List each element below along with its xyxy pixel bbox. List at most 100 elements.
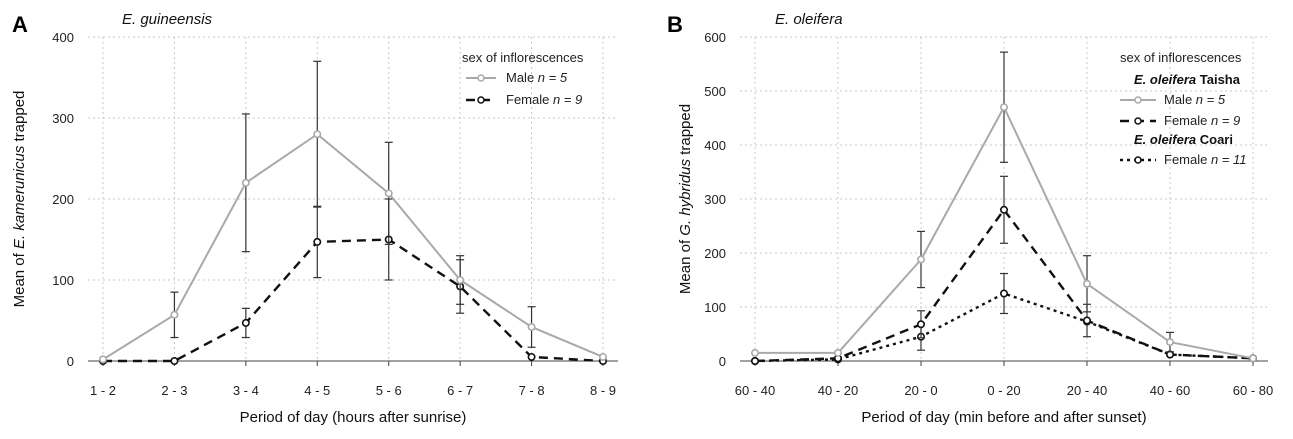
legend-entry-label: Female xyxy=(1164,152,1211,167)
legend-title: sex of inflorescences xyxy=(1120,50,1242,65)
panel-letter: B xyxy=(667,12,683,37)
x-tick-label: 40 - 20 xyxy=(818,383,858,398)
legend-swatch-marker xyxy=(477,74,485,82)
y-axis-title-species: E. kamerunicus xyxy=(11,145,28,249)
data-point xyxy=(999,205,1008,214)
data-point xyxy=(1166,338,1175,347)
legend-entry-n: n = 9 xyxy=(553,92,582,107)
x-tick-label: 8 - 9 xyxy=(590,383,616,398)
series-line xyxy=(102,132,604,361)
legend-entry-label: Male xyxy=(1164,92,1196,107)
x-tick-label: 40 - 60 xyxy=(1150,383,1190,398)
series-male xyxy=(750,51,1258,363)
chart-panel-A: 0 100 200 300 400 1 - 2 2 - 3 3 - 4 4 - 5 5 - 6 6 … xyxy=(11,11,618,426)
data-point xyxy=(241,318,250,327)
data-point xyxy=(527,352,536,361)
y-axis-title: Mean of E. kamerunicus trapped xyxy=(11,91,28,308)
y-tick-label: 100 xyxy=(704,300,726,315)
data-point xyxy=(598,352,607,361)
data-point xyxy=(313,130,322,139)
chart-title: E. guineensis xyxy=(122,11,213,28)
data-point xyxy=(456,275,465,284)
data-point xyxy=(833,348,842,357)
legend-entry: Female n = 11 xyxy=(1164,152,1247,167)
legend-group-species: E. oleifera xyxy=(1134,72,1196,87)
legend-title: sex of inflorescences xyxy=(462,50,584,65)
y-axis-title-suffix: trapped xyxy=(11,91,28,146)
legend-entry-n: n = 5 xyxy=(538,70,568,85)
y-tick-label: 300 xyxy=(52,111,74,126)
y-tick-label: 200 xyxy=(704,246,726,261)
legend-swatch-marker xyxy=(1134,117,1142,125)
legend-entry-label: Female xyxy=(1164,113,1211,128)
data-point xyxy=(750,348,759,357)
series-male xyxy=(99,60,607,364)
y-tick-label: 600 xyxy=(704,30,726,45)
legend-entry: Male n = 5 xyxy=(1164,92,1226,107)
x-tick-label: 60 - 80 xyxy=(1233,383,1273,398)
x-tick-label: 0 - 20 xyxy=(987,383,1020,398)
y-tick-label: 500 xyxy=(704,84,726,99)
legend-entry-n: n = 9 xyxy=(1211,113,1240,128)
data-point xyxy=(170,356,179,365)
panel-letter: A xyxy=(12,12,28,37)
y-axis-title: Mean of G. hybridus trapped xyxy=(677,104,694,294)
y-tick-label: 400 xyxy=(704,138,726,153)
y-axis-title-prefix: Mean of xyxy=(11,249,28,307)
data-point xyxy=(241,178,250,187)
y-tick-label: 300 xyxy=(704,192,726,207)
data-point xyxy=(750,356,759,365)
x-tick-label: 7 - 8 xyxy=(519,383,545,398)
x-tick-label: 4 - 5 xyxy=(304,383,330,398)
legend-entry: Female n = 9 xyxy=(1164,113,1240,128)
data-point xyxy=(916,320,925,329)
legend-entry-n: n = 5 xyxy=(1196,92,1226,107)
x-tick-label: 20 - 40 xyxy=(1067,383,1107,398)
y-tick-label: 100 xyxy=(52,273,74,288)
data-point xyxy=(1083,279,1092,288)
data-point xyxy=(999,103,1008,112)
x-axis-title: Period of day (hours after sunrise) xyxy=(240,409,467,426)
data-point xyxy=(99,355,108,364)
data-point xyxy=(916,255,925,264)
legend-entry-label: Male xyxy=(506,70,538,85)
series-female xyxy=(750,175,1258,365)
legend-swatch-marker xyxy=(1134,156,1142,164)
data-point xyxy=(1083,316,1092,325)
x-tick-label: 5 - 6 xyxy=(376,383,402,398)
legend-group-label: E. oleifera Coari xyxy=(1134,132,1233,147)
data-point xyxy=(313,237,322,246)
y-tick-label: 0 xyxy=(67,354,74,369)
chart-panel-B: 0 100 200 300 400 500 600 60 - 40 40 - 20 20 - 0 0… xyxy=(667,11,1273,426)
x-tick-label: 3 - 4 xyxy=(233,383,259,398)
legend-entry-n: n = 11 xyxy=(1211,152,1247,167)
x-tick-label: 6 - 7 xyxy=(447,383,473,398)
legend-group-site: Taisha xyxy=(1196,72,1241,87)
y-axis-title-prefix: Mean of xyxy=(677,236,694,294)
legend-swatch-marker xyxy=(477,96,485,104)
data-point xyxy=(999,289,1008,298)
x-tick-label: 20 - 0 xyxy=(904,383,937,398)
x-axis-title: Period of day (min before and after suns… xyxy=(861,409,1146,426)
legend-entry: Male n = 5 xyxy=(506,70,568,85)
legend-group-label: E. oleifera Taisha xyxy=(1134,72,1241,87)
x-tick-label: 1 - 2 xyxy=(90,383,116,398)
x-tick-label: 2 - 3 xyxy=(161,383,187,398)
legend-group-species: E. oleifera xyxy=(1134,132,1196,147)
grid xyxy=(88,36,618,362)
y-axis-title-species: G. hybridus xyxy=(677,158,694,235)
data-point xyxy=(527,322,536,331)
y-tick-label: 400 xyxy=(52,30,74,45)
y-tick-label: 200 xyxy=(52,192,74,207)
series-female xyxy=(99,198,607,365)
legend-entry-label: Female xyxy=(506,92,553,107)
x-tick-label: 60 - 40 xyxy=(735,383,775,398)
chart-title: E. oleifera xyxy=(775,11,843,28)
legend-group-site: Coari xyxy=(1196,132,1233,147)
series-line xyxy=(103,238,604,363)
y-tick-label: 0 xyxy=(719,354,726,369)
data-point xyxy=(1249,354,1258,363)
